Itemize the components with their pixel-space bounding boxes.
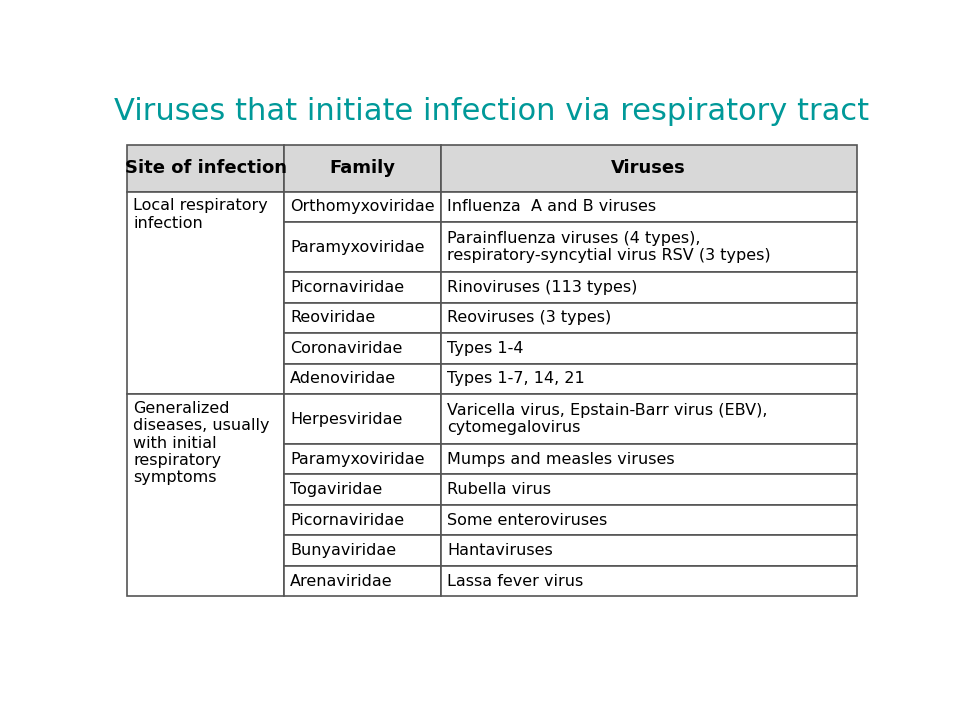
Bar <box>284 333 441 364</box>
Text: Viruses that initiate infection via respiratory tract: Viruses that initiate infection via resp… <box>114 97 870 126</box>
Text: Picornaviridae: Picornaviridae <box>290 513 404 528</box>
Bar <box>284 222 441 272</box>
Bar <box>128 192 284 394</box>
Text: Family: Family <box>329 159 396 177</box>
Text: Mumps and measles viruses: Mumps and measles viruses <box>447 451 675 467</box>
Text: Types 1-7, 14, 21: Types 1-7, 14, 21 <box>447 372 585 387</box>
Bar <box>441 474 856 505</box>
Bar <box>441 192 856 222</box>
Bar <box>441 272 856 302</box>
Bar <box>441 566 856 596</box>
Bar <box>441 333 856 364</box>
Bar <box>284 474 441 505</box>
Text: Local respiratory
infection: Local respiratory infection <box>133 199 268 231</box>
Text: Generalized
diseases, usually
with initial
respiratory
symptoms: Generalized diseases, usually with initi… <box>133 401 270 485</box>
Text: Rinoviruses (113 types): Rinoviruses (113 types) <box>447 280 637 295</box>
Text: Togaviridae: Togaviridae <box>290 482 382 498</box>
Bar <box>441 444 856 474</box>
Bar <box>128 394 284 596</box>
Text: Viruses: Viruses <box>612 159 686 177</box>
Text: Reoviruses (3 types): Reoviruses (3 types) <box>447 310 612 325</box>
Bar <box>284 536 441 566</box>
Text: Arenaviridae: Arenaviridae <box>290 574 393 589</box>
Text: Hantaviruses: Hantaviruses <box>447 543 553 558</box>
Bar <box>441 222 856 272</box>
Text: Influenza  A and B viruses: Influenza A and B viruses <box>447 199 656 215</box>
Bar <box>284 566 441 596</box>
Bar <box>284 505 441 536</box>
Text: Coronaviridae: Coronaviridae <box>290 341 402 356</box>
Text: Herpesviridae: Herpesviridae <box>290 412 402 426</box>
Text: Lassa fever virus: Lassa fever virus <box>447 574 583 589</box>
Text: Paramyxoviridae: Paramyxoviridae <box>290 451 424 467</box>
Bar <box>441 505 856 536</box>
Bar <box>441 536 856 566</box>
Text: Site of infection: Site of infection <box>125 159 287 177</box>
Text: Orthomyxoviridae: Orthomyxoviridae <box>290 199 435 215</box>
Text: Picornaviridae: Picornaviridae <box>290 280 404 295</box>
Text: Varicella virus, Epstain-Barr virus (EBV),
cytomegalovirus: Varicella virus, Epstain-Barr virus (EBV… <box>447 402 767 435</box>
Text: Paramyxoviridae: Paramyxoviridae <box>290 240 424 255</box>
Text: Some enteroviruses: Some enteroviruses <box>447 513 607 528</box>
Text: Types 1-4: Types 1-4 <box>447 341 523 356</box>
Text: Adenoviridae: Adenoviridae <box>290 372 396 387</box>
Text: Reoviridae: Reoviridae <box>290 310 375 325</box>
Text: Bunyaviridae: Bunyaviridae <box>290 543 396 558</box>
Bar <box>284 192 441 222</box>
Text: Rubella virus: Rubella virus <box>447 482 551 498</box>
Bar <box>284 272 441 302</box>
Bar <box>284 145 441 192</box>
Bar <box>128 145 284 192</box>
Bar <box>284 444 441 474</box>
Bar <box>284 394 441 444</box>
Bar <box>441 364 856 394</box>
Bar <box>284 302 441 333</box>
Text: Parainfluenza viruses (4 types),
respiratory-syncytial virus RSV (3 types): Parainfluenza viruses (4 types), respira… <box>447 231 771 264</box>
Bar <box>441 302 856 333</box>
Bar <box>284 364 441 394</box>
Bar <box>441 394 856 444</box>
Bar <box>441 145 856 192</box>
